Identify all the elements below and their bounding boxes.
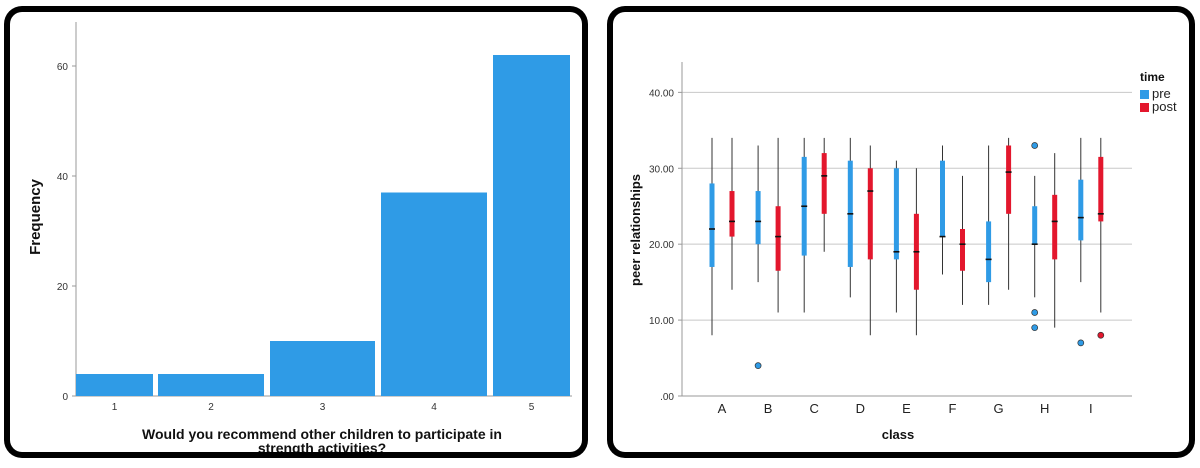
bar-plot-area: 0 20 40 60 1 2 3 4 5: [57, 22, 572, 413]
outlier-point: [1031, 142, 1039, 149]
box: [709, 183, 715, 267]
x-tick-label: 3: [320, 402, 326, 413]
y-axis-title: Frequency: [27, 178, 44, 255]
box: [775, 206, 781, 271]
box: [867, 168, 873, 260]
boxplot-frame: .00 10.00 20.00 30.00 40.00 A B C D E F G H I peer re…: [613, 12, 1189, 452]
y-tick-label: .00: [660, 392, 674, 403]
box: [1078, 179, 1084, 241]
legend-label-pre: pre: [1152, 86, 1171, 101]
bar: [76, 374, 153, 396]
y-tick-label: 30.00: [649, 164, 674, 175]
x-tick-label: B: [764, 401, 773, 416]
box: [1052, 194, 1058, 260]
y-tick-label: 10.00: [649, 316, 674, 327]
bar: [270, 341, 375, 396]
x-tick-label: C: [810, 401, 819, 416]
boxplot-chart: .00 10.00 20.00 30.00 40.00 A B C D E F G H I peer re…: [628, 62, 1177, 442]
y-tick-label: 0: [62, 392, 68, 403]
y-tick-label: 40: [57, 172, 69, 183]
x-tick-label: D: [856, 401, 865, 416]
x-tick-label: F: [949, 401, 957, 416]
legend: time pre post: [1140, 70, 1177, 114]
x-tick-label: 2: [208, 402, 214, 413]
x-axis-title-line-2: strength activities?: [258, 440, 386, 452]
box: [729, 191, 735, 237]
bar-chart-panel: 0 20 40 60 1 2 3 4 5 Frequency Would you recomme…: [4, 6, 588, 458]
box: [960, 229, 965, 271]
x-axis-title: class: [882, 427, 915, 442]
bar: [158, 374, 264, 396]
y-tick-label: 40.00: [649, 88, 674, 99]
x-tick-label: E: [902, 401, 911, 416]
x-axis-title-line-1: Would you recommend other children to pa…: [142, 426, 502, 442]
boxplot-panel: .00 10.00 20.00 30.00 40.00 A B C D E F G H I peer re…: [607, 6, 1195, 458]
x-tick-label: H: [1040, 401, 1049, 416]
boxplot-plot-area: .00 10.00 20.00 30.00 40.00 A B C D E F G H I: [649, 62, 1132, 416]
legend-title: time: [1140, 70, 1165, 84]
outlier-point: [1077, 339, 1085, 347]
x-tick-label: G: [994, 401, 1004, 416]
y-axis-title: peer relationships: [628, 174, 643, 286]
box: [1006, 145, 1012, 214]
outlier-point: [1031, 324, 1039, 332]
x-tick-label: I: [1089, 401, 1093, 416]
box: [986, 221, 992, 283]
outlier-point: [1097, 331, 1105, 339]
bar-chart-frame: 0 20 40 60 1 2 3 4 5 Frequency Would you recomme…: [10, 12, 582, 452]
y-tick-label: 20: [57, 282, 69, 293]
x-tick-label: 1: [112, 402, 118, 413]
box: [1098, 156, 1104, 222]
x-tick-label: 4: [431, 402, 437, 413]
bar-chart: 0 20 40 60 1 2 3 4 5 Frequency Would you recomme…: [27, 22, 572, 452]
x-tick-label: 5: [529, 402, 535, 413]
box: [1032, 206, 1038, 245]
outlier-point: [754, 362, 762, 369]
legend-swatch-post: [1140, 103, 1149, 112]
bar: [381, 192, 487, 396]
box: [893, 168, 899, 260]
legend-label-post: post: [1152, 99, 1177, 114]
outlier-point: [1031, 309, 1039, 316]
legend-swatch-pre: [1140, 90, 1149, 99]
box: [821, 153, 827, 214]
box: [755, 191, 761, 245]
y-tick-label: 60: [57, 62, 69, 73]
box: [940, 160, 945, 237]
bar: [493, 55, 570, 396]
x-tick-label: A: [718, 401, 727, 416]
y-tick-label: 20.00: [649, 240, 674, 251]
